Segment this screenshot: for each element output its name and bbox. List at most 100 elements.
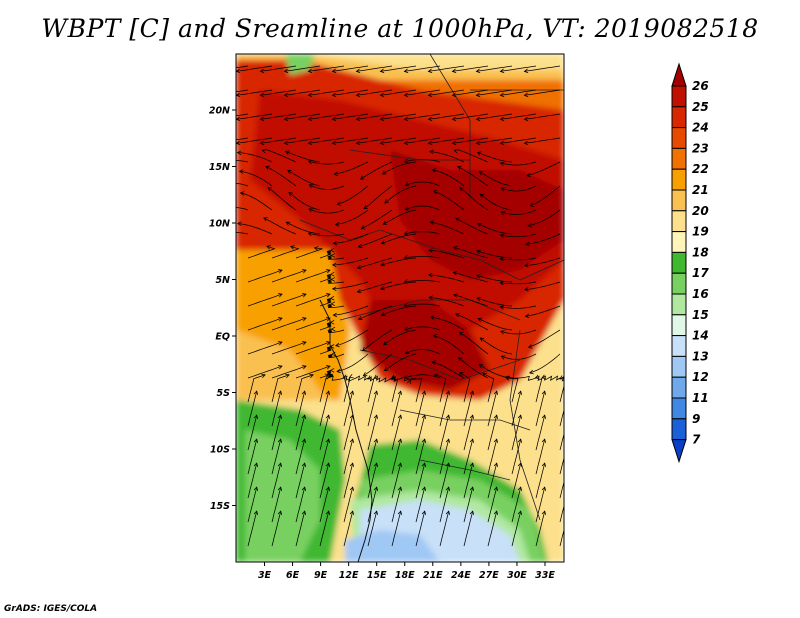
streamline-arrow-241 (475, 274, 481, 279)
streamline-170 (404, 89, 441, 96)
streamline-arrow-230 (493, 486, 499, 492)
streamline-arrow-3 (212, 117, 216, 121)
streamline-292 (559, 480, 564, 499)
streamline-28 (240, 192, 273, 211)
streamline-arrow-21 (253, 510, 259, 516)
country-border-6 (359, 349, 521, 381)
streamline-251 (511, 487, 522, 523)
streamline-160 (384, 353, 417, 372)
streamline-158 (381, 305, 417, 316)
streamline-arrow-40 (277, 462, 283, 468)
streamline-111 (337, 185, 369, 205)
streamline-arrow-146 (397, 486, 403, 492)
streamline-arrow-160 (383, 366, 389, 372)
streamline-arrow-31 (301, 269, 307, 274)
streamline-arrow-91 (308, 208, 314, 213)
streamline-191 (428, 89, 465, 96)
streamline-42 (271, 511, 282, 547)
streamline-95 (327, 303, 345, 308)
streamline-63 (295, 511, 306, 547)
colorbar-swatch (671, 168, 687, 191)
streamline-arrow-211 (451, 68, 457, 74)
streamline-arrow-235 (475, 140, 481, 146)
streamline-arrow-157 (380, 285, 385, 291)
streamline-arrow-135 (356, 265, 362, 270)
chart-title: WBPT [C] and Sreamline at 1000hPa, VT: 2… (41, 14, 759, 43)
streamline-arrow-282 (524, 263, 529, 268)
streamline-262 (500, 281, 537, 285)
streamline-arrow-7 (213, 209, 217, 212)
lat-label: 10S (210, 445, 230, 456)
streamline-arrow-169 (403, 68, 409, 74)
streamline-286 (529, 353, 561, 374)
colorbar-swatch (671, 231, 687, 253)
streamline-arrow-83 (325, 486, 331, 492)
streamline-47 (262, 149, 297, 163)
streamline-87 (308, 113, 345, 120)
streamline-200 (429, 297, 465, 307)
colorbar-label: 26 (692, 79, 709, 93)
streamline-arrow-220 (452, 270, 458, 276)
streamline-arrow-279 (529, 202, 535, 207)
streamline-230 (487, 487, 498, 523)
streamline-arrow-149 (379, 92, 385, 98)
streamline-arrow-9 (266, 245, 271, 250)
streamline-117 (335, 329, 369, 347)
streamline-arrow-252 (517, 510, 523, 516)
streamline-243 (477, 318, 513, 331)
streamline-arrow-196 (432, 189, 438, 195)
streamline-arrow-287 (541, 374, 546, 379)
streamline-arrow-162 (406, 379, 412, 385)
streamline-93 (327, 255, 345, 260)
streamline-187 (439, 463, 450, 499)
streamline-174 (404, 181, 441, 187)
streamline-134 (358, 233, 393, 248)
streamline-arrow-130 (355, 140, 361, 146)
lon-label: 3E (258, 570, 272, 581)
streamline-arrow-57 (309, 373, 314, 378)
streamline-234 (476, 113, 513, 120)
streamline-116 (333, 305, 369, 316)
streamline-arrow-236 (476, 151, 482, 156)
streamline-182 (404, 374, 441, 379)
streamline-arrow-260 (499, 233, 505, 238)
streamline-arrow-229 (493, 462, 499, 468)
streamline-131 (360, 161, 393, 180)
colorbar-swatch (671, 251, 687, 274)
streamline-168 (415, 511, 426, 547)
streamline-211 (452, 65, 489, 72)
streamline-arrow-251 (517, 486, 523, 492)
streamline-115 (332, 281, 369, 290)
streamline-89 (308, 160, 345, 165)
streamline-259 (500, 209, 537, 215)
lon-label: 21E (423, 570, 443, 581)
streamline-241 (476, 275, 513, 283)
streamline-148 (380, 65, 417, 72)
streamline-272 (535, 487, 546, 523)
streamline-arrow-110 (333, 171, 339, 177)
streamline-222 (455, 313, 489, 331)
streamline-arrow-34 (301, 341, 307, 346)
streamline-arrow-44 (259, 92, 265, 98)
streamline-165 (415, 439, 426, 475)
streamline-12 (247, 317, 283, 331)
streamline-arrow-192 (427, 116, 433, 122)
streamline-8 (236, 232, 249, 235)
streamline-arrow-52 (325, 269, 331, 274)
streamline-244 (479, 337, 513, 355)
streamline-arrow-179 (403, 303, 409, 308)
streamline-13 (247, 341, 283, 355)
streamline-102 (343, 439, 354, 475)
streamline-arrow-181 (404, 350, 410, 355)
streamline-arrow-161 (390, 375, 396, 380)
streamline-arrow-285 (527, 344, 533, 349)
streamline-arrow-186 (445, 438, 451, 444)
streamline-arrow-81 (325, 438, 331, 444)
streamline-arrow-107 (331, 92, 337, 98)
streamline-arrow-203 (431, 360, 436, 365)
colorbar-swatch (671, 210, 687, 233)
streamline-58 (295, 391, 306, 427)
streamline-arrow-198 (428, 248, 433, 253)
streamline-139 (363, 353, 393, 377)
streamline-arrow-234 (475, 116, 481, 122)
